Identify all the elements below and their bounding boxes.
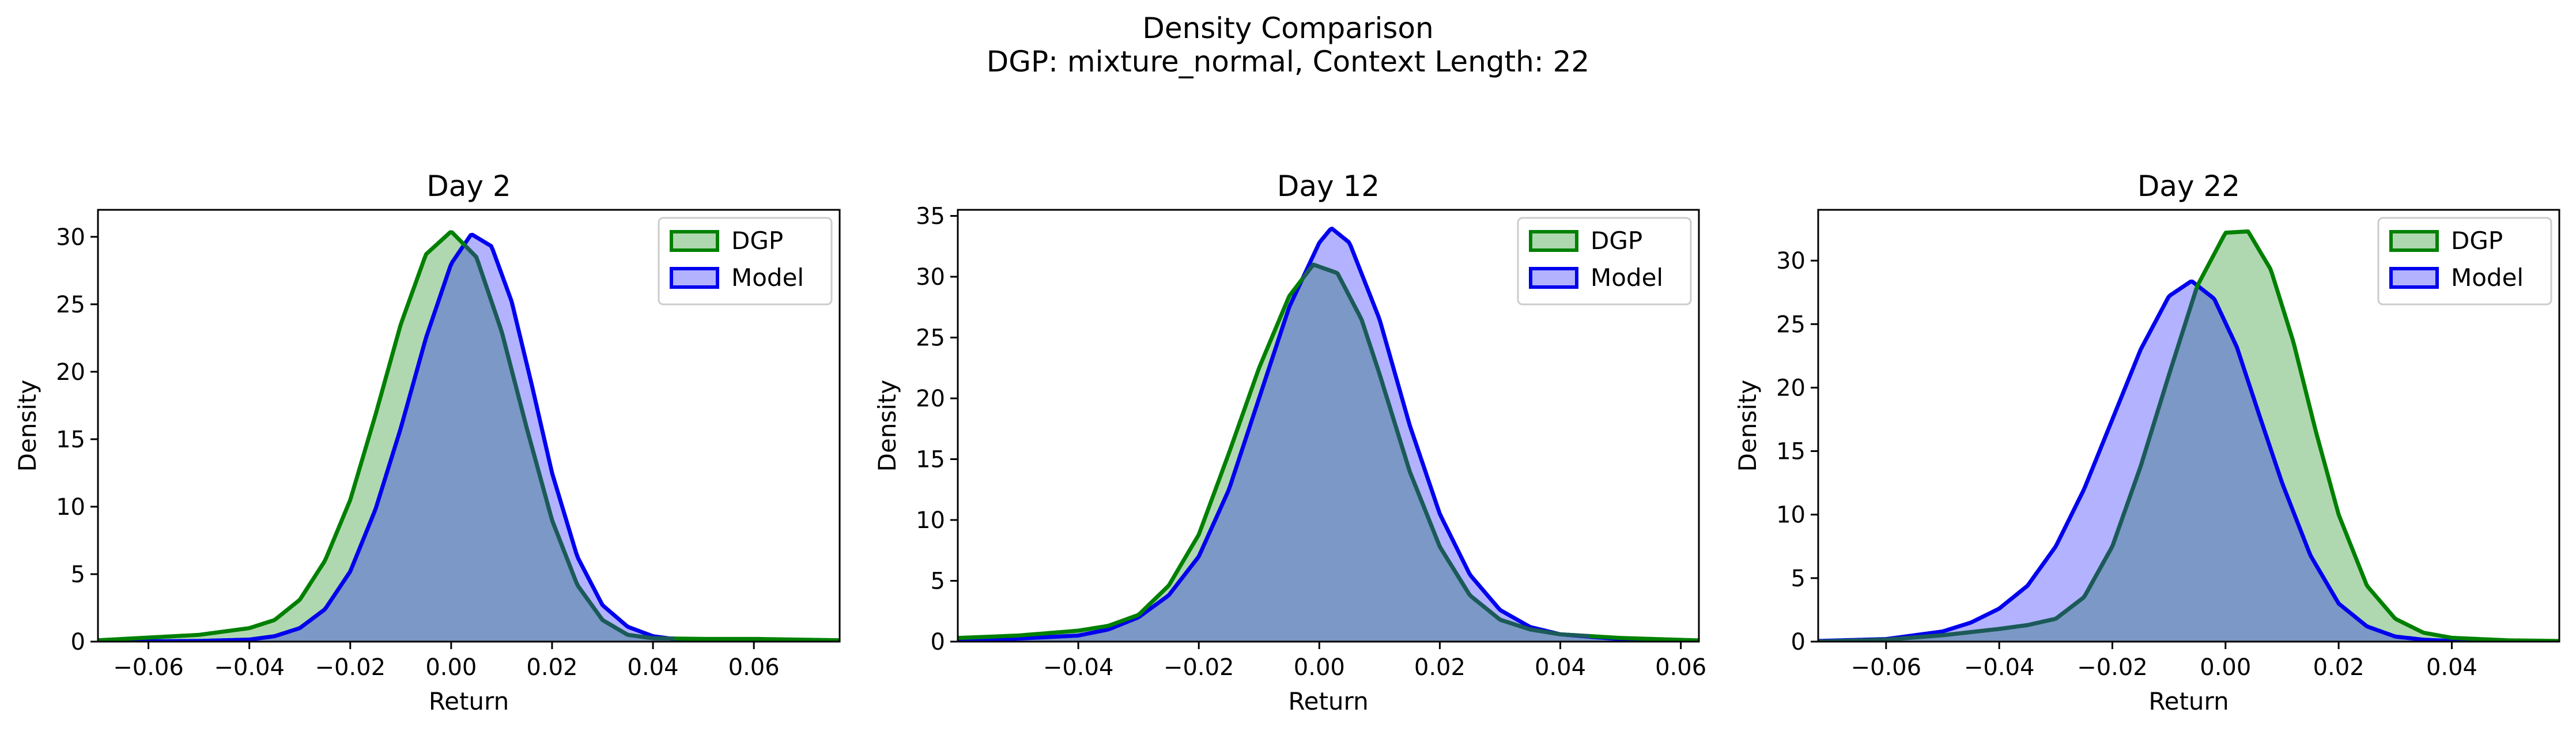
panel-3-plot-area bbox=[1818, 229, 2559, 642]
x-tick-label: 0.00 bbox=[1294, 654, 1345, 681]
panel-2: −0.04 −0.02 0.00 0.02 0.04 0.06 0 5 10 15 20 25 30 35… bbox=[873, 169, 1706, 715]
x-tick-label: 0.06 bbox=[728, 654, 780, 681]
legend: DGP Model bbox=[1517, 217, 1692, 306]
legend-label: DGP bbox=[731, 227, 783, 255]
y-tick-label: 5 bbox=[71, 561, 85, 588]
overlap-area bbox=[98, 246, 840, 642]
y-tick-label: 0 bbox=[1791, 629, 1806, 655]
y-tick-label: 5 bbox=[931, 568, 945, 595]
legend-swatch-dgp bbox=[670, 230, 719, 252]
legend-swatch-model bbox=[670, 267, 719, 289]
y-tick-label: 25 bbox=[916, 325, 945, 352]
y-tick-label: 15 bbox=[56, 427, 85, 453]
dgp-line-overlap bbox=[463, 244, 675, 641]
legend-swatch-dgp bbox=[2389, 230, 2439, 252]
x-tick-label: −0.04 bbox=[1964, 654, 2035, 681]
y-tick-label: 15 bbox=[916, 447, 945, 473]
legend-label: DGP bbox=[1591, 227, 1642, 255]
panel-1: −0.06 −0.04 −0.02 0.00 0.02 0.04 0.06 0 5 10 15 20 2… bbox=[13, 169, 841, 715]
legend-swatch-model bbox=[2389, 267, 2439, 289]
panel-title: Day 22 bbox=[2137, 169, 2240, 203]
panel-title: Day 12 bbox=[1277, 169, 1380, 203]
x-tick-label: 0.00 bbox=[2200, 654, 2251, 681]
x-tick-label: 0.04 bbox=[2426, 654, 2477, 681]
x-tick-label: −0.02 bbox=[315, 654, 386, 681]
legend-label: DGP bbox=[2451, 227, 2503, 255]
legend-label: Model bbox=[2451, 263, 2524, 292]
y-tick-label: 25 bbox=[1776, 311, 1806, 338]
x-axis-label: Return bbox=[1288, 687, 1368, 715]
y-axis-label: Density bbox=[13, 380, 41, 472]
panel-3: −0.06 −0.04 −0.02 0.00 0.02 0.04 0 5 10 15 20 25 30 D… bbox=[1733, 169, 2560, 715]
x-tick-label: 0.04 bbox=[1535, 654, 1586, 681]
x-tick-label: −0.06 bbox=[113, 654, 184, 681]
figure-title: Density Comparison bbox=[1142, 12, 1433, 45]
y-tick-label: 0 bbox=[71, 629, 85, 655]
y-tick-label: 30 bbox=[916, 264, 945, 291]
y-tick-label: 10 bbox=[916, 507, 945, 534]
y-tick-label: 15 bbox=[1776, 439, 1806, 465]
legend-label: Model bbox=[1591, 263, 1663, 292]
x-tick-label: 0.06 bbox=[1655, 654, 1706, 681]
y-axis-label: Density bbox=[1733, 380, 1762, 472]
y-tick-label: 0 bbox=[931, 629, 945, 655]
model-line bbox=[1818, 280, 2559, 642]
legend-swatch-model bbox=[1529, 267, 1578, 289]
figure-subtitle: DGP: mixture_normal, Context Length: 22 bbox=[987, 45, 1589, 78]
axes-frame bbox=[957, 209, 1700, 643]
x-axis-label: Return bbox=[2148, 687, 2228, 715]
legend: DGP Model bbox=[2377, 217, 2552, 306]
legend: DGP Model bbox=[658, 217, 833, 306]
panel-title: Day 2 bbox=[426, 169, 511, 203]
y-tick-label: 10 bbox=[56, 494, 85, 521]
overlap-area bbox=[1818, 286, 2559, 642]
y-tick-label: 5 bbox=[1791, 566, 1806, 592]
x-tick-label: 0.02 bbox=[526, 654, 577, 681]
legend-swatch-dgp bbox=[1529, 230, 1578, 252]
y-tick-label: 35 bbox=[916, 203, 945, 230]
x-tick-label: −0.06 bbox=[1851, 654, 1922, 681]
legend-label: Model bbox=[731, 263, 804, 292]
y-tick-label: 20 bbox=[1776, 375, 1806, 401]
panels: −0.06 −0.04 −0.02 0.00 0.02 0.04 0.06 0 5 10 15 20 2… bbox=[13, 169, 2560, 715]
y-tick-label: 20 bbox=[56, 359, 85, 386]
x-tick-label: 0.04 bbox=[628, 654, 679, 681]
x-axis-label: Return bbox=[429, 687, 509, 715]
x-tick-label: 0.00 bbox=[425, 654, 477, 681]
x-tick-label: −0.04 bbox=[214, 654, 285, 681]
y-tick-label: 10 bbox=[1776, 502, 1806, 529]
x-tick-label: −0.04 bbox=[1043, 654, 1114, 681]
y-tick-label: 25 bbox=[56, 292, 85, 318]
y-axis-label: Density bbox=[873, 380, 901, 472]
axes-frame bbox=[97, 209, 841, 643]
x-tick-label: 0.02 bbox=[1414, 654, 1465, 681]
y-tick-label: 20 bbox=[916, 386, 945, 412]
axes-frame bbox=[1817, 209, 2560, 643]
x-tick-label: 0.02 bbox=[2313, 654, 2365, 681]
x-tick-label: −0.02 bbox=[1164, 654, 1234, 681]
x-tick-label: −0.02 bbox=[2077, 654, 2148, 681]
y-tick-label: 30 bbox=[56, 224, 85, 251]
overlap-area bbox=[958, 265, 1699, 642]
panel-2-plot-area bbox=[958, 227, 1699, 642]
y-tick-label: 30 bbox=[1776, 248, 1806, 274]
